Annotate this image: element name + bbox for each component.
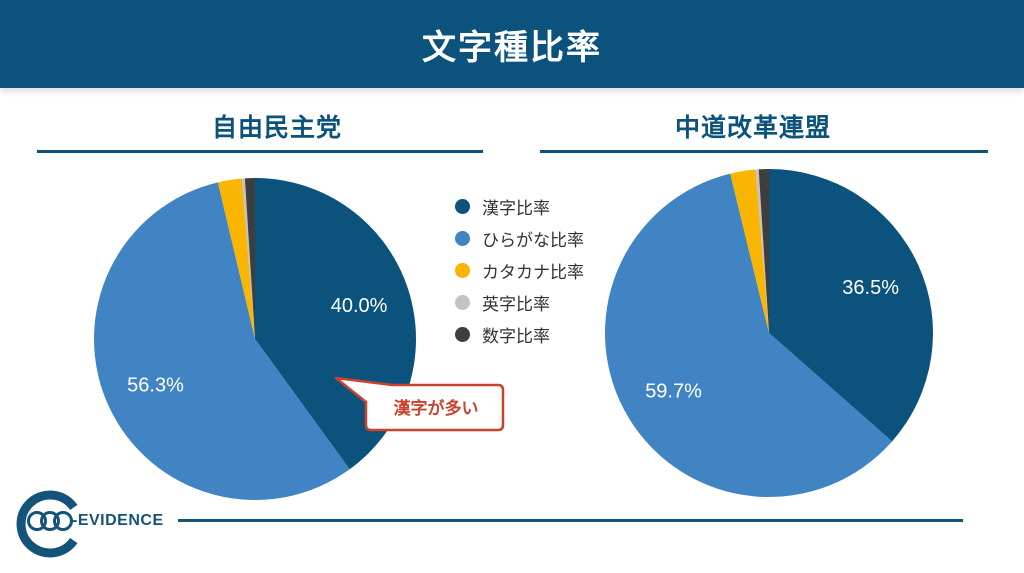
- legend-item: ひらがな比率: [455, 222, 584, 254]
- logo-text: -EVIDENCE: [72, 512, 164, 529]
- legend-color-dot-icon: [455, 294, 470, 310]
- legend-label: 数字比率: [482, 326, 550, 346]
- legend-color-dot-icon: [455, 230, 470, 246]
- legend-item: カタカナ比率: [455, 254, 584, 286]
- legend-label: カタカナ比率: [482, 262, 584, 282]
- legend-color-dot-icon: [455, 262, 470, 278]
- logo-ring-1: [27, 511, 47, 531]
- pie-slice-ひらがな比率: [604, 173, 893, 497]
- logo-big-c: [16, 490, 78, 558]
- pie-slice-カタカナ比率: [730, 169, 769, 333]
- callout-bubble-shape: [334, 376, 505, 432]
- legend-item: 数字比率: [455, 318, 584, 350]
- pie-chart-jiyuminshuto: 40.0% 56.3%: [93, 178, 416, 501]
- pie-slice-英字比率: [241, 178, 255, 339]
- logo-ring-2: [40, 511, 60, 531]
- pie-slice-漢字比率: [769, 169, 933, 442]
- pie-slice-数字比率: [244, 178, 255, 339]
- callout-bubble: 漢字が多い: [334, 376, 505, 432]
- legend-label: 英字比率: [482, 294, 550, 314]
- pie-slice-英字比率: [755, 169, 769, 333]
- legend-item: 英字比率: [455, 286, 584, 318]
- legend-item: 漢字比率: [455, 190, 584, 222]
- slice-value-label: 56.3%: [127, 375, 184, 397]
- chart-legend: 漢字比率ひらがな比率 カタカナ比率 英字比率数字比率: [455, 190, 584, 350]
- title-underline-left: [37, 150, 483, 153]
- slice-value-label: 40.0%: [331, 295, 388, 317]
- legend-color-dot-icon: [455, 326, 470, 342]
- cog-evidence-logo-icon: [16, 490, 78, 558]
- slide-title: 文字種比率: [422, 28, 602, 67]
- slide-header: 文字種比率: [0, 0, 1024, 88]
- legend-label: ひらがな比率: [482, 230, 584, 250]
- pie-slice-数字比率: [758, 169, 769, 333]
- pie-chart-chudokaikaku: 36.5% 59.7%: [604, 169, 933, 497]
- title-underline-right: [540, 150, 988, 153]
- chart-title-chudokaikaku: 中道改革連盟: [674, 114, 832, 142]
- logo-ring-3: [53, 511, 73, 531]
- pie-slice-カタカナ比率: [217, 178, 255, 339]
- pie-slice-ひらがな比率: [93, 182, 350, 501]
- slice-value-label: 59.7%: [645, 381, 702, 403]
- footer-divider-line: [178, 519, 963, 522]
- chart-title-jiyuminshuto: 自由民主党: [211, 114, 343, 142]
- legend-color-dot-icon: [455, 198, 470, 214]
- legend-label: 漢字比率: [482, 198, 550, 218]
- slice-value-label: 36.5%: [842, 277, 899, 299]
- callout-text: 漢字が多い: [394, 398, 479, 418]
